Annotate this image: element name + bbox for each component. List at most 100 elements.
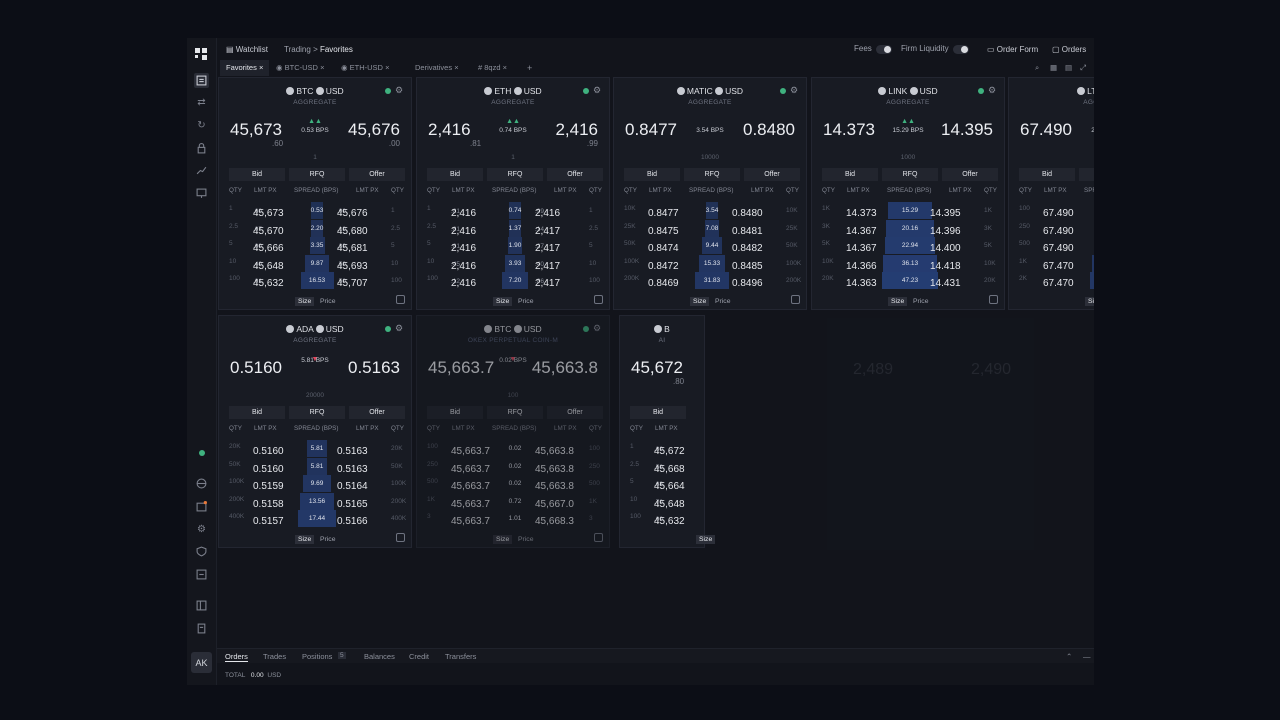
bid-price[interactable]: 0.5160 [230, 358, 282, 377]
ladder-row[interactable]: 2.5 45,668.50 [620, 458, 704, 475]
row-bid-price[interactable]: 2,416.45 [451, 258, 476, 272]
row-ask-price[interactable]: 2,417.14 [535, 223, 560, 237]
ladder-row[interactable]: 100 2,416.12 7.20 2,417.86 100 [417, 272, 609, 290]
gear-icon[interactable]: ⚙ [593, 85, 602, 95]
add-tab-button[interactable]: + [527, 63, 533, 73]
row-ask-price[interactable]: 2,416.99 [535, 205, 560, 219]
tab-credit[interactable]: Credit [409, 652, 430, 661]
close-icon[interactable]: × [258, 63, 264, 72]
avatar[interactable]: AK [191, 652, 212, 673]
chevron-up-icon[interactable]: ⌃ [1066, 652, 1073, 661]
rfq-button[interactable]: RFQ [1079, 168, 1094, 181]
order-amount[interactable]: 10000 [700, 154, 720, 161]
tab-positions[interactable]: Positions [302, 652, 333, 661]
bid-price[interactable]: 45,672 [631, 358, 683, 377]
chart-nav-icon[interactable] [194, 163, 209, 178]
ask-price[interactable]: 0.5163 [348, 358, 400, 377]
ladder-row[interactable]: 10 45,648.70 [620, 493, 704, 510]
popout-icon[interactable] [791, 295, 800, 304]
tab-8qzd[interactable]: # 8qzd × [478, 63, 508, 72]
fees-switch[interactable] [875, 44, 892, 54]
refresh-nav-icon[interactable]: ↻ [197, 120, 206, 131]
row-bid-price[interactable]: 45,666.00 [253, 240, 284, 254]
grid-icon[interactable]: ▦ [1050, 63, 1058, 72]
expand-icon[interactable]: ⤢ [1080, 63, 1086, 72]
offer-button[interactable]: Offer [744, 168, 800, 181]
close-icon[interactable]: × [385, 63, 390, 72]
order-form-button[interactable]: ▭ Order Form [987, 44, 1039, 54]
ladder-row[interactable]: 3K 14.367 20.16 14.396 3K [812, 219, 1004, 237]
monitor-nav-icon[interactable] [194, 186, 209, 201]
ladder-row[interactable]: 500 45,663.7 0.02 45,663.8 500 [417, 475, 609, 492]
ladder-row[interactable]: 50K 0.8474 9.44 0.8482 50K [614, 237, 806, 255]
rfq-button[interactable]: RFQ [684, 168, 740, 181]
panel-nav-icon[interactable] [194, 598, 209, 613]
row-bid-price[interactable]: 45,664.68 [654, 478, 685, 492]
bid-button[interactable]: Bid [822, 168, 878, 181]
row-ask-price[interactable]: 2,417.27 [535, 240, 560, 254]
row-bid-price[interactable]: 2,416.81 [451, 223, 476, 237]
row-ask-price[interactable]: 2,417.86 [535, 275, 560, 289]
popout-icon[interactable] [396, 533, 405, 542]
ask-price[interactable]: 2,416 [555, 120, 598, 139]
row-ask-price[interactable]: 45,681.30 [337, 240, 368, 254]
row-ask-price[interactable]: 45,693.50 [337, 258, 368, 272]
ask-price[interactable]: 0.8480 [743, 120, 795, 139]
row-bid-price[interactable]: 45,632.01 [253, 275, 284, 289]
gear-icon[interactable]: ⚙ [790, 85, 799, 95]
offer-button[interactable]: Offer [349, 406, 405, 419]
tab-balances[interactable]: Balances [364, 652, 395, 661]
minimize-icon[interactable]: — [1083, 652, 1091, 661]
close-icon[interactable]: × [502, 63, 508, 72]
ladder-row[interactable]: 100K 0.5159 9.69 0.5164 100K [219, 475, 411, 493]
offer-button[interactable]: Offer [547, 406, 603, 419]
rfq-button[interactable]: RFQ [882, 168, 938, 181]
ladder-row[interactable]: 1 45,673.60 0.53 45,676.00 1 [219, 202, 411, 219]
popout-icon[interactable] [989, 295, 998, 304]
offer-button[interactable]: Offer [547, 168, 603, 181]
size-toggle[interactable]: Size [493, 297, 513, 306]
ladder-row[interactable]: 1 45,672.80 [620, 440, 704, 457]
logout-nav-icon[interactable] [194, 567, 209, 582]
size-toggle[interactable]: Size [888, 297, 908, 306]
fees-toggle[interactable]: Fees [854, 44, 892, 54]
search-icon[interactable]: ⌕ [1035, 63, 1040, 72]
globe-nav-icon[interactable] [194, 476, 209, 491]
bid-button[interactable]: Bid [630, 406, 686, 419]
row-ask-price[interactable]: 45,707.50 [337, 275, 368, 289]
size-toggle[interactable]: Size [493, 535, 513, 544]
offer-button[interactable]: Offer [942, 168, 998, 181]
ladder-row[interactable]: 250 45,663.7 0.02 45,663.8 250 [417, 458, 609, 475]
firm-liquidity-switch[interactable] [952, 44, 969, 54]
row-bid-price[interactable]: 2,416.81 [451, 240, 476, 254]
ladder-row[interactable]: 25K 0.8475 7.08 0.8481 25K [614, 219, 806, 237]
ladder-row[interactable]: 400K 0.5157 17.44 0.5166 400K [219, 510, 411, 528]
ladder-row[interactable]: 10 2,416.45 3.93 2,417.40 10 [417, 254, 609, 272]
ladder-row[interactable]: 100K 0.8472 15.33 0.8485 100K [614, 254, 806, 272]
row-ask-price[interactable]: 45,676.00 [337, 205, 368, 219]
orders-button[interactable]: ▢ Orders [1052, 44, 1087, 54]
order-amount[interactable]: 20000 [305, 392, 325, 399]
size-toggle[interactable]: Size [295, 535, 315, 544]
bid-button[interactable]: Bid [624, 168, 680, 181]
ladder-row[interactable]: 100 45,632.00 [620, 510, 704, 527]
popout-icon[interactable] [594, 295, 603, 304]
tab-eth-usd[interactable]: ◉ ETH-USD × [341, 63, 390, 72]
ladder-row[interactable]: 5 45,664.68 [620, 475, 704, 492]
row-bid-price[interactable]: 45,670.07 [253, 223, 284, 237]
ladder-row[interactable]: 10K 14.366 36.13 14.418 10K [812, 254, 1004, 272]
ladder-row[interactable]: 200K 0.5158 13.56 0.5165 200K [219, 492, 411, 510]
tab-orders[interactable]: Orders [225, 652, 248, 662]
transfer-nav-icon[interactable]: ⇄ [197, 97, 206, 108]
rfq-button[interactable]: RFQ [289, 406, 345, 419]
row-bid-price[interactable]: 2,416.12 [451, 275, 476, 289]
ladder-row[interactable]: 5 45,666.00 3.35 45,681.30 5 [219, 237, 411, 255]
gear-icon[interactable]: ⚙ [988, 85, 997, 95]
ladder-row[interactable]: 2.5 2,416.81 1.37 2,417.14 2.5 [417, 219, 609, 237]
calendar-nav-icon[interactable] [194, 499, 209, 514]
ask-price[interactable]: 14.395 [941, 120, 993, 139]
